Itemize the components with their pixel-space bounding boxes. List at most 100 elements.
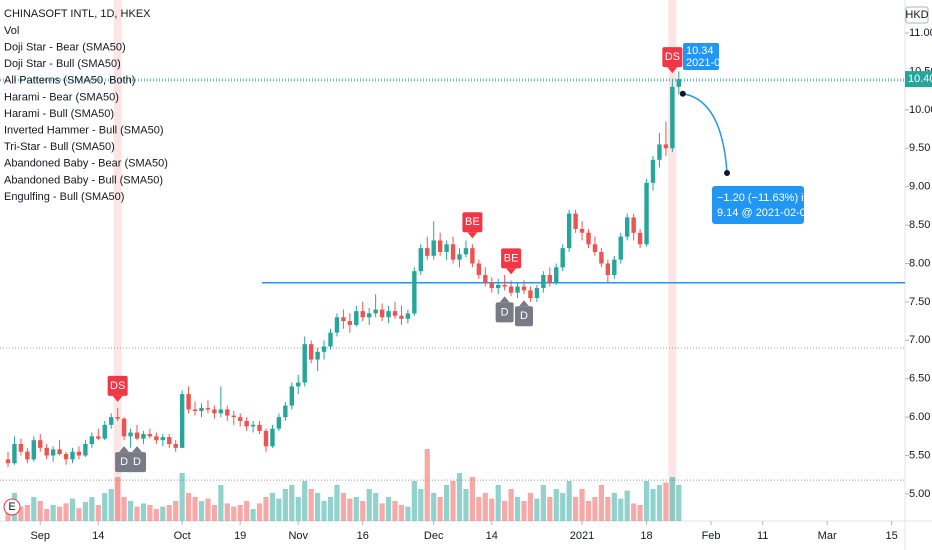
pattern-box [107, 375, 128, 396]
projection-start [679, 90, 686, 97]
volume-bar [218, 485, 224, 521]
candle-body [399, 315, 404, 319]
volume-bar [611, 493, 617, 521]
volume-bar [69, 498, 76, 521]
x-tick-label: Dec [424, 530, 444, 542]
volume-bar [572, 497, 579, 521]
volume-bar [411, 481, 417, 521]
x-tick-label: Sep [30, 530, 50, 542]
x-tick-label: 14 [92, 530, 104, 542]
candle-body [457, 254, 462, 260]
candle-body [257, 424, 262, 431]
earnings-label: E [8, 501, 15, 513]
volume-bar [44, 509, 50, 521]
volume-bar [418, 489, 424, 521]
pattern-pointer [131, 446, 142, 453]
candle-body [644, 182, 649, 245]
y-tick-label: 5.00 [909, 488, 930, 500]
volume-bar [360, 501, 366, 521]
volume-bar [502, 501, 508, 521]
volume-bar [127, 501, 134, 521]
legend-entry: Vol [4, 25, 19, 37]
pattern-label: D [520, 310, 528, 322]
candle-body [573, 213, 578, 229]
y-tick-label: 9.00 [909, 181, 930, 193]
candle-body [231, 415, 236, 418]
candle-body [315, 351, 320, 360]
annotation-date: 2021-01-27 [686, 57, 742, 69]
candle-body [128, 432, 133, 437]
pattern-pointer [667, 67, 678, 74]
chart-title: CHINASOFT INTL, 1D, HKEX [4, 8, 151, 20]
candle-body [160, 437, 165, 441]
volume-bar [431, 493, 437, 521]
legend-entry: Inverted Hammer - Bull (SMA50) [4, 125, 164, 137]
volume-bar [321, 501, 327, 521]
volume-bar [566, 481, 572, 521]
candle-body [5, 459, 11, 464]
annotation-price: 10.34 [686, 45, 714, 57]
volume-bar [463, 489, 469, 521]
projection-target: 9.14 @ 2021-02-03 [717, 207, 812, 219]
volume-bar [308, 489, 314, 521]
volume-bar [166, 505, 172, 521]
volume-bar [624, 490, 630, 521]
candle-body [83, 444, 88, 456]
candle-body [425, 248, 430, 256]
volume-bar [618, 498, 624, 521]
volume-bar [643, 481, 650, 521]
candle-body [528, 290, 533, 299]
candle-body [321, 346, 327, 352]
volume-bar [631, 503, 637, 521]
volume-bar [295, 497, 301, 521]
candle-body [541, 275, 546, 289]
candle-body [205, 407, 211, 410]
candle-body [218, 409, 224, 414]
candle-body [534, 288, 540, 299]
legend-entry: Harami - Bear (SMA50) [4, 91, 119, 103]
volume-bar [276, 498, 282, 521]
pattern-box [662, 47, 683, 68]
candle-body [186, 394, 191, 410]
volume-bar [605, 497, 611, 521]
pattern-box [462, 212, 483, 233]
pattern-label: BE [465, 216, 480, 228]
projection-change: −1.20 (−11.63%) in 7d [717, 192, 825, 204]
candle-body [354, 311, 359, 325]
volume-bar [527, 493, 534, 521]
candle-body [70, 451, 75, 460]
candle-body [508, 286, 514, 293]
candle-body [431, 240, 436, 256]
candle-body [379, 309, 385, 318]
volume-bar [108, 489, 114, 521]
candle-body [263, 430, 269, 447]
volume-bar [95, 505, 101, 521]
candle-body [618, 236, 623, 260]
candle-body [334, 317, 340, 333]
candle-body [347, 321, 353, 325]
x-tick-label: Feb [702, 530, 721, 542]
candle-body [495, 285, 501, 289]
volume-bar [89, 497, 95, 521]
volume-bar [366, 489, 372, 521]
pattern-box [127, 452, 146, 473]
candle-body [89, 436, 95, 445]
volume-bar [385, 497, 392, 521]
projection-arrow [682, 92, 728, 174]
y-tick-label: 11.00 [909, 27, 932, 39]
volume-bar [134, 506, 140, 521]
volume-bar [37, 501, 43, 521]
y-tick-label: 7.00 [909, 334, 930, 346]
volume-bar [469, 477, 475, 521]
x-tick-label: 11 [757, 530, 768, 542]
candle-body [96, 436, 101, 439]
legend-entry: All Patterns (SMA50, Both) [4, 75, 135, 87]
candle-body [341, 317, 346, 322]
volume-bar [476, 497, 482, 521]
volume-bar [424, 449, 430, 521]
volume-bar [676, 485, 682, 521]
candle-body [283, 405, 288, 418]
candle-body [270, 428, 275, 447]
candle-body [76, 451, 82, 456]
